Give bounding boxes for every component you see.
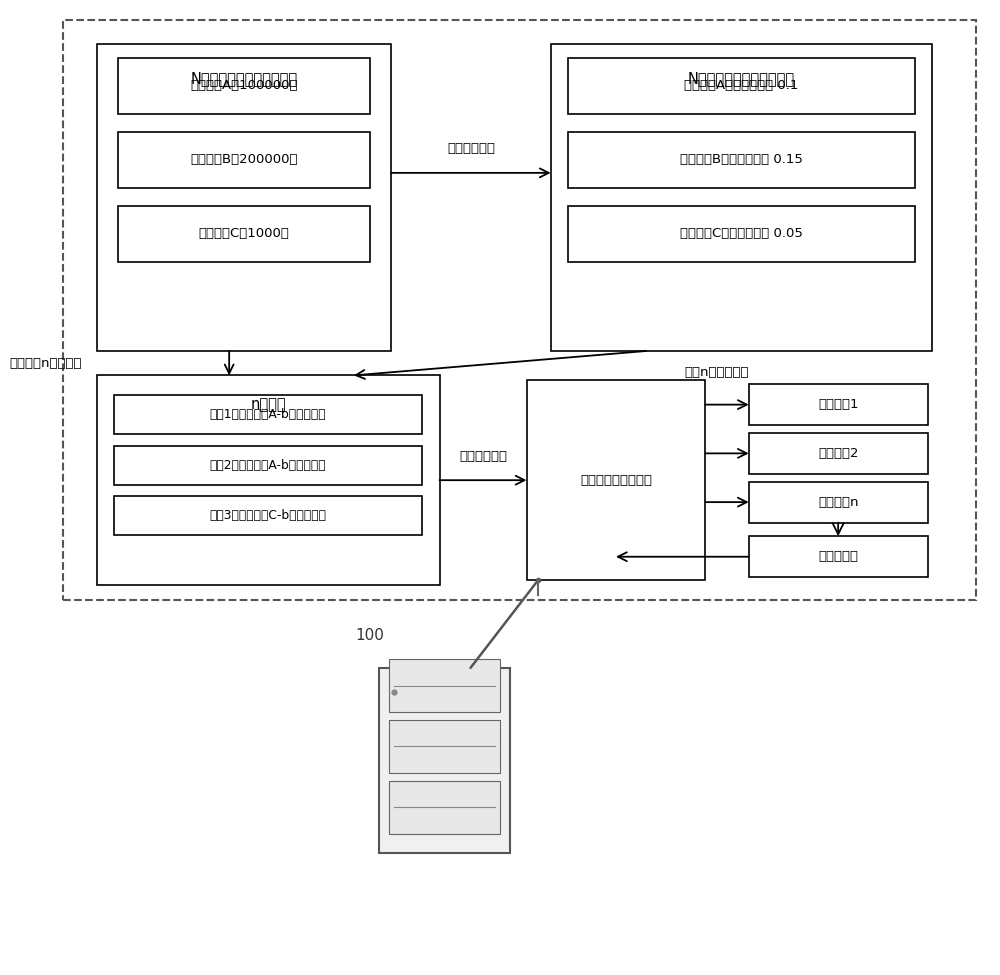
Text: 损失函数n: 损失函数n — [818, 495, 858, 509]
Text: n个任务: n个任务 — [250, 397, 286, 411]
Bar — [749, 433, 928, 474]
Text: 总损失函数: 总损失函数 — [818, 550, 858, 564]
Bar — [389, 781, 500, 834]
Bar — [568, 132, 915, 188]
Text: 翻译方向B：200000条: 翻译方向B：200000条 — [190, 153, 298, 167]
Text: 损失函数1: 损失函数1 — [818, 398, 858, 411]
Text: 翻译方向C下的采样概率 0.05: 翻译方向C下的采样概率 0.05 — [680, 227, 803, 241]
Bar — [749, 536, 928, 577]
Bar — [389, 720, 500, 773]
Text: 翻译方向B下的采样概率 0.15: 翻译方向B下的采样概率 0.15 — [680, 153, 803, 167]
Bar — [97, 375, 440, 585]
Bar — [551, 44, 932, 351]
Bar — [749, 482, 928, 523]
Text: 翻译方向A：100000条: 翻译方向A：100000条 — [190, 79, 298, 93]
Text: N个翻译方向下的训练语料: N个翻译方向下的训练语料 — [190, 71, 297, 86]
Bar — [527, 380, 705, 580]
Text: 初始多语言翻译模型: 初始多语言翻译模型 — [580, 474, 652, 487]
Bar — [97, 44, 391, 351]
Bar — [114, 496, 422, 535]
Text: 作为训练数据: 作为训练数据 — [459, 449, 507, 462]
Bar — [118, 132, 370, 188]
Bar — [118, 206, 370, 262]
Bar — [63, 20, 976, 600]
Bar — [114, 446, 422, 485]
Text: 任务3：翻译方向C-b条训练语料: 任务3：翻译方向C-b条训练语料 — [210, 509, 327, 523]
Text: 翻译方向C：1000条: 翻译方向C：1000条 — [198, 227, 289, 241]
Bar — [379, 668, 510, 853]
Text: 任务1：翻译方向A-b条训练语料: 任务1：翻译方向A-b条训练语料 — [210, 408, 326, 421]
Bar — [118, 58, 370, 114]
Text: 翻译方向A下的采样概率 0.1: 翻译方向A下的采样概率 0.1 — [684, 79, 799, 93]
Text: 100: 100 — [355, 629, 384, 644]
Text: N个翻译方向下的采样概率: N个翻译方向下的采样概率 — [688, 71, 795, 86]
Bar — [749, 384, 928, 425]
Text: 采样得到n个样本集: 采样得到n个样本集 — [10, 357, 82, 370]
Text: 确定n个训练任务: 确定n个训练任务 — [685, 366, 749, 378]
Bar — [568, 206, 915, 262]
Text: 任务2：翻译方向A-b条训练语料: 任务2：翻译方向A-b条训练语料 — [210, 458, 326, 472]
Bar — [568, 58, 915, 114]
Bar — [389, 659, 500, 712]
Text: 损失函数2: 损失函数2 — [818, 447, 858, 460]
Bar — [114, 395, 422, 434]
Text: 确定采样参数: 确定采样参数 — [447, 142, 495, 155]
